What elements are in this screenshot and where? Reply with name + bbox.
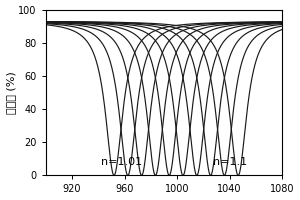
Text: n=1.01: n=1.01 [101, 157, 142, 167]
Text: n=1.1: n=1.1 [213, 157, 247, 167]
Y-axis label: 反射谱 (%): 反射谱 (%) [6, 71, 16, 114]
